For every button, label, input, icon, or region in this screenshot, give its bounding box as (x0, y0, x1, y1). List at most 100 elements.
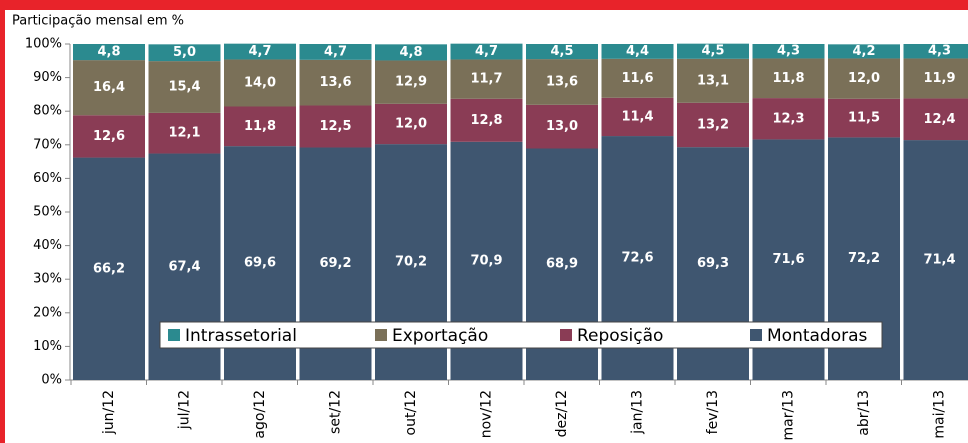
bar-segment (526, 59, 598, 105)
legend-swatch (168, 329, 180, 341)
bar-segment (601, 44, 674, 59)
x-tick-label: fev/13 (705, 390, 721, 434)
bar-segment (73, 60, 145, 116)
data-label: 13,2 (697, 117, 729, 132)
y-tick-label: 50% (33, 205, 62, 220)
y-tick-label: 90% (33, 70, 62, 85)
bar-segment (752, 98, 825, 140)
bar-segment (299, 59, 372, 106)
x-tick-label: mai/13 (932, 390, 948, 439)
bar-segment (224, 59, 296, 107)
bar-segment (224, 43, 296, 60)
data-label: 13,6 (546, 74, 578, 89)
data-label: 72,2 (848, 251, 880, 266)
bar-segment (752, 58, 825, 99)
data-label: 12,6 (93, 129, 125, 144)
data-label: 11,8 (244, 119, 276, 134)
data-label: 71,4 (923, 253, 955, 268)
data-label: 4,8 (97, 45, 120, 60)
x-tick-label: mar/13 (781, 390, 797, 441)
data-label: 11,9 (923, 71, 955, 86)
bar-segment (148, 112, 221, 154)
data-label: 66,2 (93, 261, 125, 276)
data-label: 11,4 (621, 109, 653, 124)
bar-segment (450, 43, 523, 60)
data-label: 5,0 (173, 45, 196, 60)
y-tick-label: 30% (33, 272, 62, 287)
bar-segment (828, 44, 900, 59)
bar-segment (752, 44, 825, 59)
data-label: 12,9 (395, 75, 427, 90)
bar-segment (73, 115, 145, 158)
bar-segment (450, 59, 523, 99)
data-label: 12,5 (319, 119, 351, 134)
x-tick-label: out/12 (403, 390, 419, 435)
bar-segment (450, 98, 523, 142)
bar-segment (903, 140, 968, 380)
legend-label: Intrassetorial (185, 326, 297, 346)
data-label: 4,8 (399, 45, 422, 60)
data-label: 68,9 (546, 257, 578, 272)
data-label: 11,5 (848, 111, 880, 126)
legend-swatch (375, 329, 387, 341)
y-tick-label: 60% (33, 171, 62, 186)
y-tick-label: 10% (33, 339, 62, 354)
bar-segment (601, 58, 674, 98)
data-label: 4,4 (626, 44, 649, 59)
y-tick-label: 70% (33, 137, 62, 152)
data-label: 4,7 (248, 44, 271, 59)
bar-segment (828, 58, 900, 99)
bar-segment (677, 58, 749, 103)
bar-segment (903, 98, 968, 141)
legend-swatch (750, 329, 762, 341)
data-label: 12,0 (848, 71, 880, 86)
data-label: 13,0 (546, 119, 578, 134)
bar-segment (375, 103, 447, 145)
data-label: 4,5 (701, 44, 724, 59)
data-label: 4,5 (550, 44, 573, 59)
data-label: 12,8 (470, 113, 502, 128)
data-label: 4,7 (324, 44, 347, 59)
data-label: 70,9 (470, 253, 502, 268)
bar-segment (375, 44, 447, 61)
bar-segment (903, 58, 968, 99)
x-tick-label: jun/12 (101, 390, 117, 435)
chart-subtitle: Participação mensal em % (12, 14, 184, 29)
y-tick-label: 80% (33, 104, 62, 119)
legend-swatch (560, 329, 572, 341)
data-label: 69,2 (319, 256, 351, 271)
bar-segment (148, 44, 221, 62)
data-label: 16,4 (93, 80, 125, 95)
x-tick-label: abr/13 (856, 390, 872, 436)
bar-segment (224, 106, 296, 147)
bar-segment (73, 44, 145, 61)
y-tick-label: 40% (33, 238, 62, 253)
data-label: 11,8 (772, 71, 804, 86)
bar-segment (601, 97, 674, 137)
bar-segment (526, 104, 598, 149)
bar-segment (299, 105, 372, 148)
data-label: 12,3 (772, 111, 804, 126)
data-label: 15,4 (168, 80, 200, 95)
data-label: 11,7 (470, 72, 502, 87)
data-label: 12,4 (923, 112, 955, 127)
data-label: 69,3 (697, 256, 729, 271)
legend-label: Reposição (577, 326, 663, 346)
data-label: 71,6 (772, 252, 804, 267)
data-label: 12,1 (168, 126, 200, 141)
x-tick-label: nov/12 (479, 390, 495, 438)
x-tick-label: set/12 (328, 390, 344, 434)
data-label: 4,3 (777, 44, 800, 59)
data-label: 4,2 (852, 44, 875, 59)
legend-label: Montadoras (767, 326, 868, 346)
bar-segment (526, 44, 598, 60)
x-tick-label: jul/12 (177, 390, 193, 430)
legend-label: Exportação (392, 326, 488, 346)
bar-segment (677, 43, 749, 59)
bar-segment (299, 44, 372, 60)
bar-segment (903, 44, 968, 59)
data-label: 67,4 (168, 259, 200, 274)
x-tick-label: dez/12 (554, 390, 570, 437)
bar-segment (828, 98, 900, 138)
